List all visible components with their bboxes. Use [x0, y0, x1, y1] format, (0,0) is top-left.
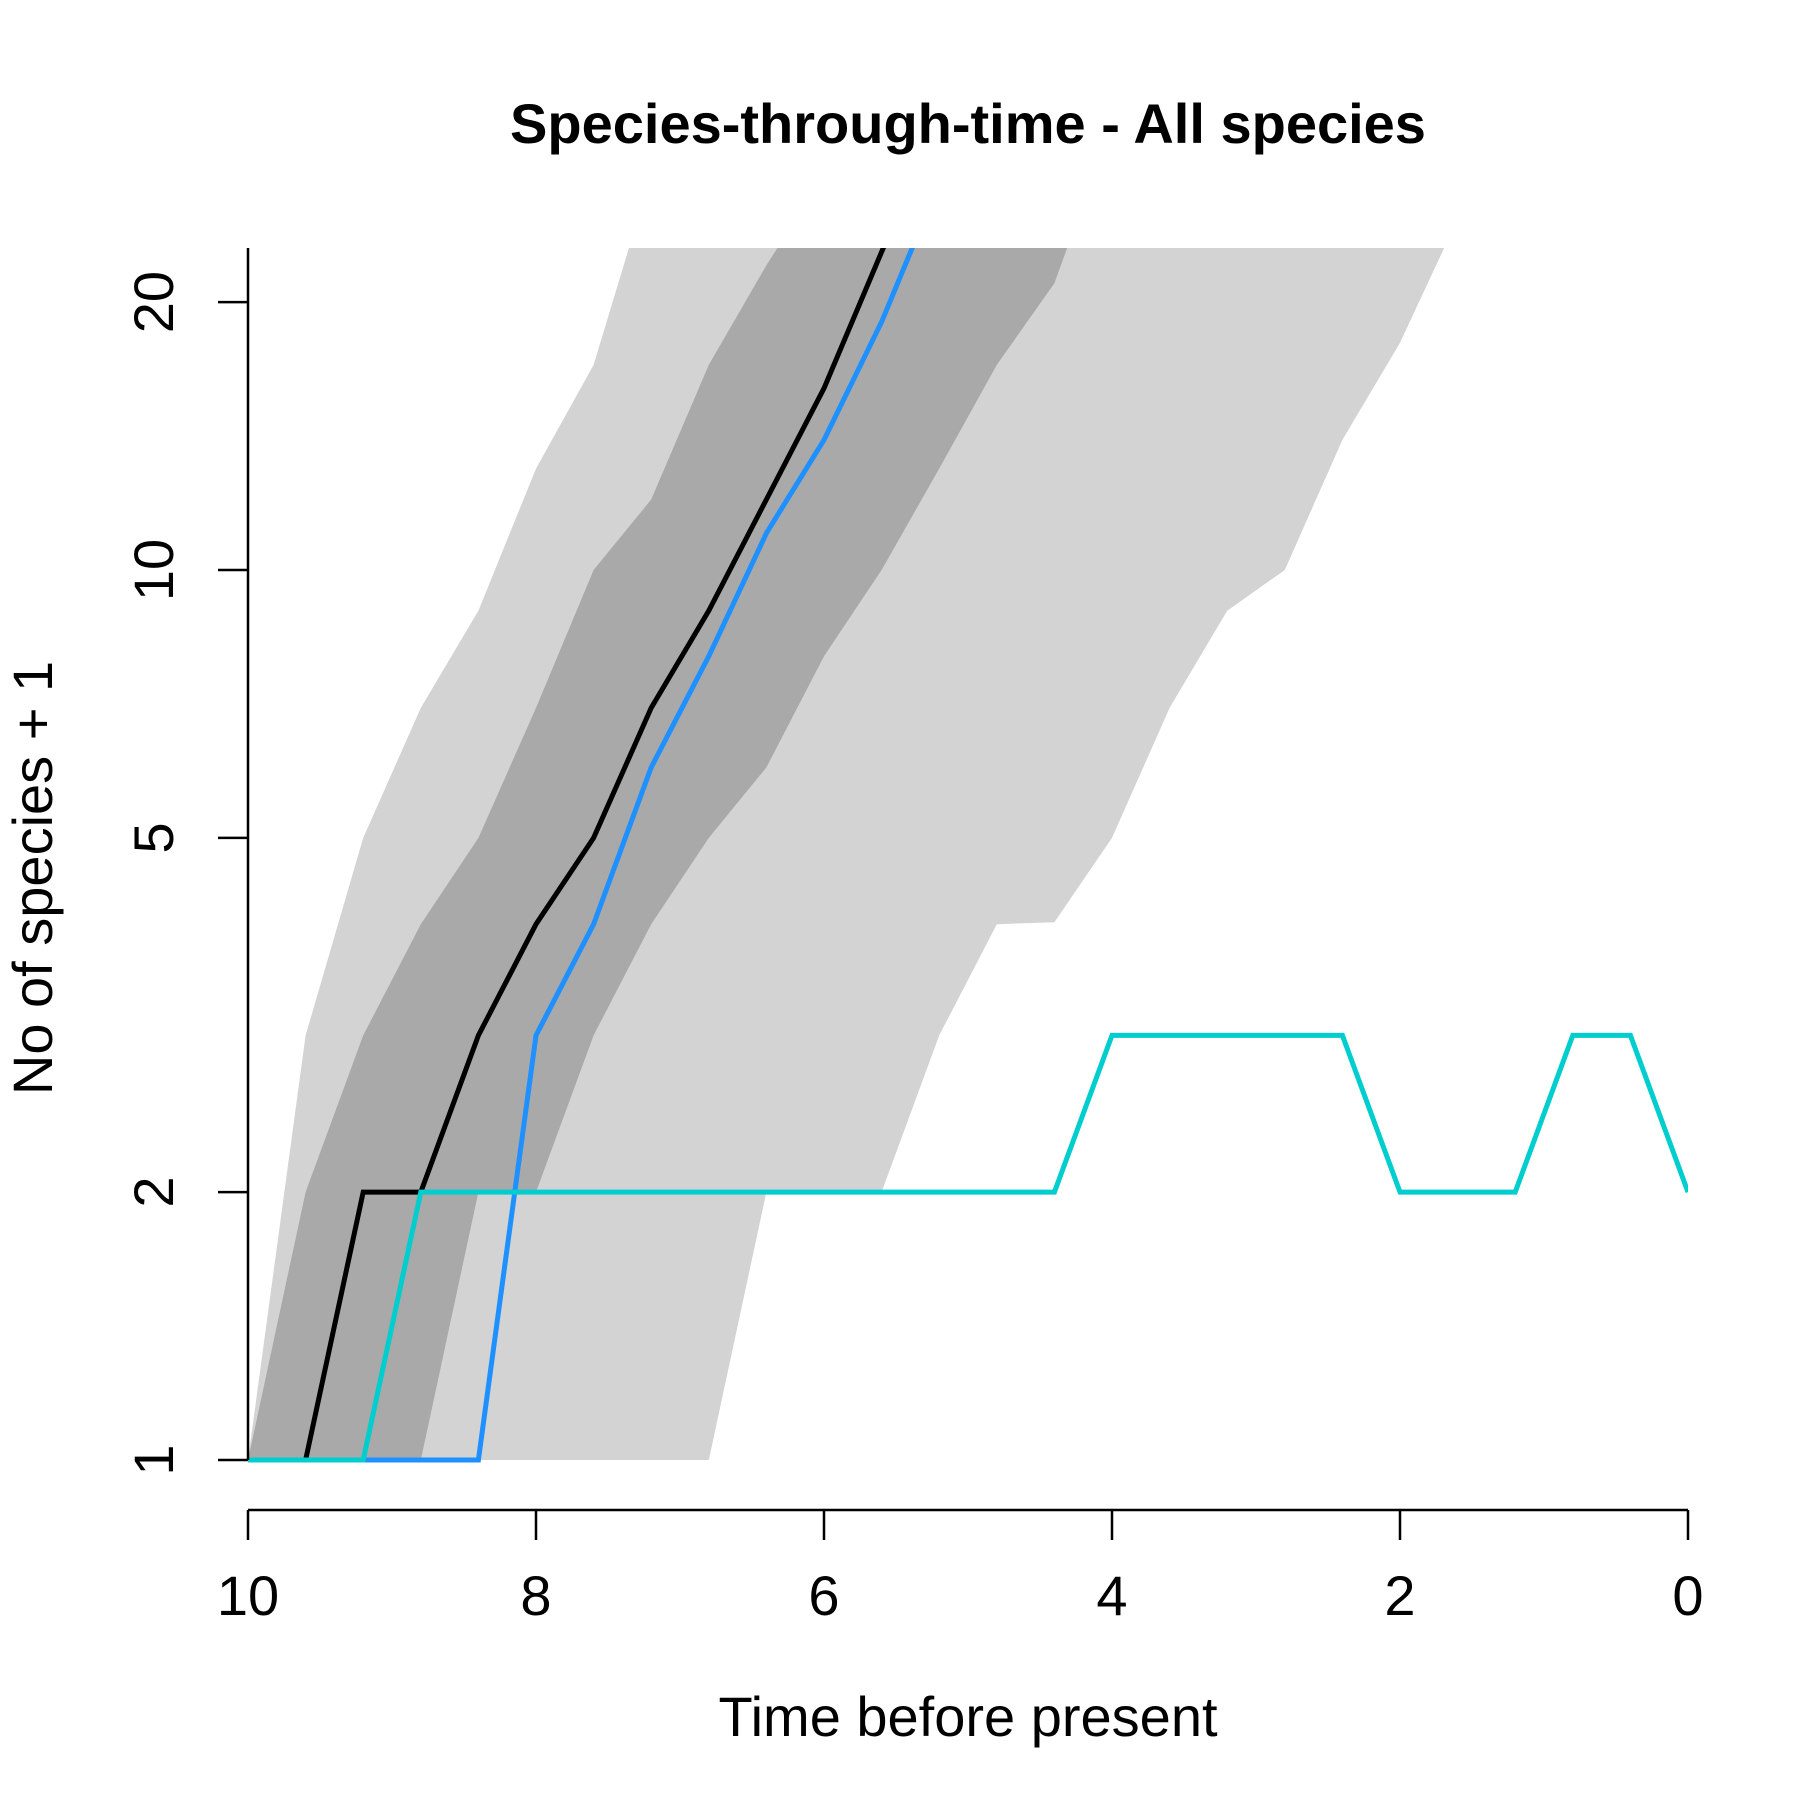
y-tick-label: 5 — [122, 822, 185, 853]
y-tick-label: 10 — [122, 539, 185, 601]
confidence-band-2 — [248, 248, 1068, 1460]
x-tick-label: 2 — [1384, 1564, 1415, 1627]
x-tick-label: 10 — [217, 1564, 279, 1627]
x-tick-label: 8 — [520, 1564, 551, 1627]
x-tick-label: 4 — [1096, 1564, 1127, 1627]
x-axis-label: Time before present — [718, 1685, 1217, 1748]
x-tick-label: 0 — [1672, 1564, 1703, 1627]
series-layer — [248, 248, 1688, 1463]
y-tick-label: 20 — [122, 271, 185, 333]
y-axis-label: No of species + 1 — [1, 661, 64, 1095]
y-tick-label: 2 — [122, 1177, 185, 1208]
x-axis: 10 8 6 4 2 0 — [217, 1508, 1704, 1627]
series-line-2 — [248, 248, 915, 1463]
y-tick-label: 1 — [122, 1444, 185, 1475]
x-tick-label: 6 — [808, 1564, 839, 1627]
series-line-1 — [248, 248, 886, 1463]
y-axis: 1 2 5 10 20 — [122, 248, 250, 1476]
series-line-3 — [248, 1032, 1688, 1463]
band-layer — [248, 248, 1445, 1460]
chart-title: Species-through-time - All species — [510, 92, 1426, 155]
